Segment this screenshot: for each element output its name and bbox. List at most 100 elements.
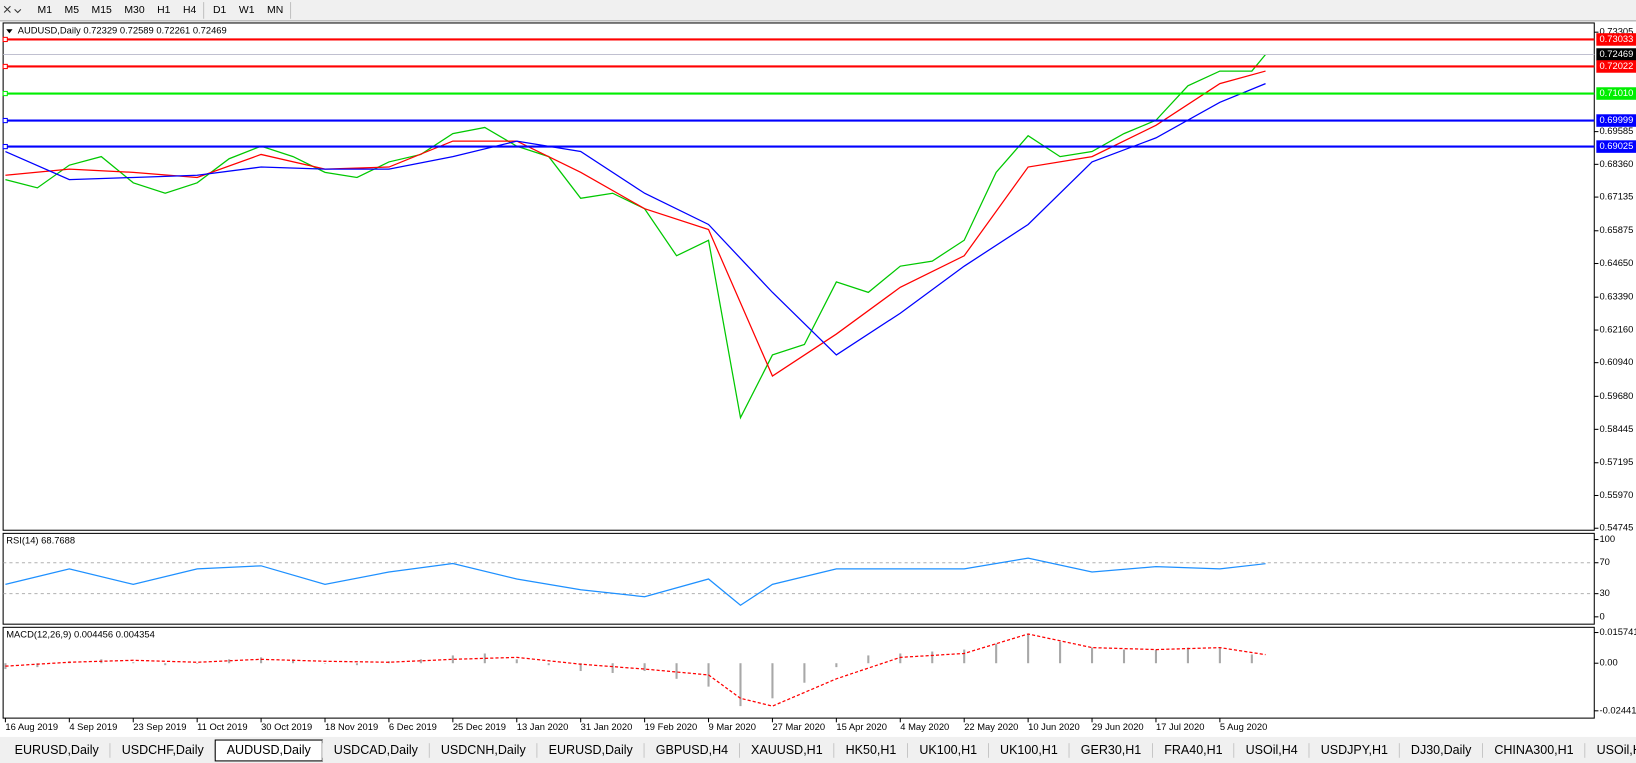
y-tick-label: 0.64650 xyxy=(1599,257,1633,268)
tab-label[interactable]: DJ30,Daily xyxy=(1411,743,1472,757)
x-tick-label: 25 Dec 2019 xyxy=(453,721,506,732)
indicator-name: AUDUSD,Daily xyxy=(18,25,81,36)
tab[interactable] xyxy=(1399,740,1483,761)
level-handle xyxy=(2,90,8,97)
timeframe-button[interactable]: M5 xyxy=(65,5,80,16)
tab[interactable] xyxy=(988,740,1070,761)
tab-label[interactable]: CHINA300,H1 xyxy=(1494,743,1573,757)
price-box xyxy=(1596,48,1636,61)
level-handle xyxy=(2,36,8,43)
tab-label[interactable]: USDCHF,Daily xyxy=(122,743,205,757)
tab-label[interactable]: EURUSD,Daily xyxy=(15,743,100,757)
tab[interactable] xyxy=(739,740,835,761)
histogram-bar xyxy=(1250,654,1253,664)
tab-label[interactable]: USDJPY,H1 xyxy=(1321,743,1388,757)
histogram-bar xyxy=(835,663,838,668)
tab-label[interactable]: HK50,H1 xyxy=(846,743,897,757)
histogram-bar xyxy=(515,659,518,664)
x-tick-label: 27 Mar 2020 xyxy=(772,721,825,732)
tab-label[interactable]: GBPUSD,H4 xyxy=(656,743,728,757)
tab-label[interactable]: USDCNH,Daily xyxy=(441,743,527,757)
tab[interactable] xyxy=(1309,740,1400,761)
readout-value: 0.72469 xyxy=(193,25,227,36)
x-tick-label: 16 Aug 2019 xyxy=(5,721,58,732)
histogram-bar xyxy=(867,655,870,664)
readout-value: 0.72261 xyxy=(156,25,190,36)
histogram-bar xyxy=(995,643,998,664)
histogram-bar xyxy=(132,662,135,664)
panel-title: AUDUSD,Daily 0.72329 0.72589 0.72261 0.7… xyxy=(18,25,227,36)
tab[interactable] xyxy=(429,740,538,761)
tab-label[interactable]: GER30,H1 xyxy=(1081,743,1142,757)
timeframe-button[interactable]: MN xyxy=(267,5,283,16)
price-label: 0.72469 xyxy=(1599,48,1633,59)
y-tick-label: 0.68360 xyxy=(1599,158,1633,169)
histogram-bar xyxy=(899,653,902,664)
histogram-bar xyxy=(483,653,486,664)
tab[interactable] xyxy=(3,740,111,761)
histogram-bar xyxy=(1218,647,1221,664)
panel-title: MACD(12,26,9) 0.004456 0.004354 xyxy=(6,629,155,640)
histogram-bar xyxy=(611,663,614,673)
timeframe-button[interactable]: D1 xyxy=(213,5,227,16)
tab-label[interactable]: UK100,H1 xyxy=(919,743,977,757)
histogram-bar xyxy=(196,663,199,664)
plot-area xyxy=(4,633,1266,707)
tab-label[interactable]: USOil,H4 xyxy=(1246,743,1298,757)
y-tick-label: 0.57195 xyxy=(1599,456,1633,467)
tab[interactable] xyxy=(834,740,908,761)
panel-frame xyxy=(2,22,1595,531)
tab[interactable] xyxy=(537,740,645,761)
y-tick-label: 0.65875 xyxy=(1599,224,1633,235)
tab-label[interactable]: AUDUSD,Daily xyxy=(227,743,312,757)
tab-label[interactable]: EURUSD,Daily xyxy=(549,743,634,757)
timeframe-button[interactable]: W1 xyxy=(239,5,255,16)
timeframe-button[interactable]: H4 xyxy=(183,5,197,16)
plot-area xyxy=(3,557,1595,607)
y-tick-label: 0.00 xyxy=(1599,657,1617,668)
y-tick-label: 0 xyxy=(1599,610,1604,621)
timeframe-button[interactable]: M30 xyxy=(124,5,144,16)
series-line xyxy=(5,83,1266,356)
tab[interactable] xyxy=(1234,740,1310,761)
tab-label[interactable]: USDCAD,Daily xyxy=(334,743,419,757)
x-tick-label: 18 Nov 2019 xyxy=(325,721,378,732)
tab[interactable] xyxy=(1069,740,1153,761)
tab[interactable] xyxy=(1585,740,1636,761)
y-tick-label: 0.015741 xyxy=(1599,626,1636,637)
timeframe-button[interactable]: H1 xyxy=(157,5,171,16)
y-tick-label: 30 xyxy=(1599,587,1609,598)
histogram-bar xyxy=(1122,649,1126,664)
histogram-bar xyxy=(1090,647,1094,664)
level-box xyxy=(1596,60,1636,73)
y-tick-label: 0.55970 xyxy=(1599,489,1633,500)
tab[interactable] xyxy=(1482,740,1586,761)
tab[interactable] xyxy=(644,740,740,761)
histogram-bar xyxy=(260,657,263,664)
histogram-bar xyxy=(771,663,774,699)
timeframe-button[interactable]: M1 xyxy=(38,5,53,16)
level-label: 0.73033 xyxy=(1599,33,1633,44)
x-tick-label: 11 Oct 2019 xyxy=(197,721,247,732)
tab-label[interactable]: UK100,H1 xyxy=(1000,743,1058,757)
histogram-bar xyxy=(739,663,742,707)
histogram-bar xyxy=(1027,633,1030,664)
tab[interactable] xyxy=(110,740,216,761)
tab[interactable] xyxy=(907,740,989,761)
tab-label[interactable]: USOil,H1 xyxy=(1597,743,1636,757)
x-tick-label: 22 May 2020 xyxy=(964,721,1018,732)
level-label: 0.69999 xyxy=(1599,114,1633,125)
tab-label[interactable]: FRA40,H1 xyxy=(1164,743,1222,757)
timeframe-button[interactable]: M15 xyxy=(92,5,112,16)
toolbar-icon[interactable] xyxy=(3,5,22,14)
x-tick-label: 4 May 2020 xyxy=(900,721,949,732)
level-box xyxy=(1596,140,1636,153)
x-tick-label: 4 Sep 2019 xyxy=(69,721,117,732)
x-tick-label: 29 Jun 2020 xyxy=(1092,721,1144,732)
tab[interactable] xyxy=(1152,740,1235,761)
y-tick-label: 0.54745 xyxy=(1599,522,1633,533)
tab[interactable] xyxy=(322,740,430,761)
tab-label[interactable]: XAUUSD,H1 xyxy=(751,743,823,757)
x-tick-label: 13 Jan 2020 xyxy=(517,721,569,732)
readout-value: 0.72329 xyxy=(83,25,117,36)
